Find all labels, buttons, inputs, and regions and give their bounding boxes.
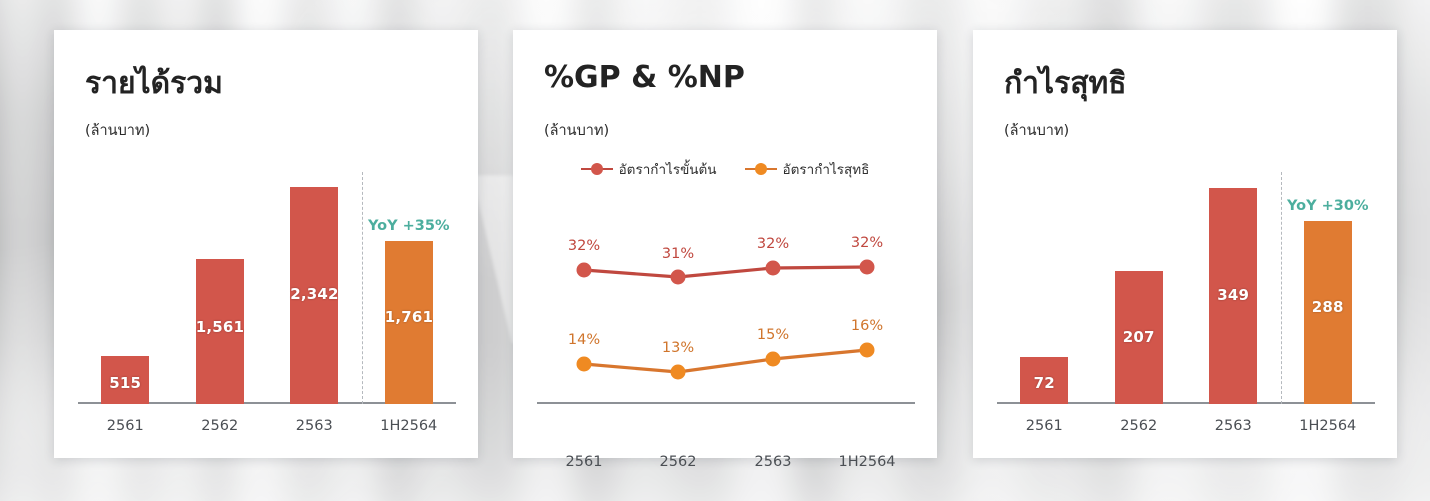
x-tick-label: 1H2564 [838, 454, 896, 470]
chart-legend: อัตรากำไรขั้นต้น อัตรากำไรสุทธิ [513, 158, 937, 180]
data-label-gross: 32% [756, 236, 790, 252]
x-tick-label: 2561 [565, 454, 603, 470]
bar-chart-revenue: 515 2561 1,561 2562 2,342 2563 1,761 YoY… [78, 158, 456, 440]
x-tick-label: 1H2564 [1299, 418, 1357, 434]
card-margins: %GP & %NP (ล้านบาท) อัตรากำไรขั้นต้น อัต… [513, 30, 937, 470]
x-axis-line [997, 402, 1375, 404]
bar-value-label: 2,342 [290, 285, 339, 303]
bar-value-label: 349 [1217, 286, 1250, 304]
card-revenue: รายได้รวม (ล้านบาท) 515 2561 1,561 2562 … [54, 30, 478, 458]
bar-value-label: 515 [109, 374, 142, 392]
bar-slot: 288 YoY +30% 1H2564 [1281, 172, 1376, 434]
card-unit-margins: (ล้านบาท) [544, 123, 610, 139]
card-unit-revenue: (ล้านบาท) [85, 123, 151, 139]
point-gross-2562 [670, 269, 686, 285]
card-title-margins: %GP & %NP [544, 60, 745, 95]
bar-value-label: 1,761 [384, 308, 434, 326]
bar-1h2564[interactable]: 1,761 [384, 241, 434, 404]
x-tick-label: 2561 [106, 418, 144, 434]
card-title-net-profit: กำไรสุทธิ [1004, 66, 1127, 101]
card-title-revenue: รายได้รวม [85, 66, 223, 101]
legend-marker-icon [581, 163, 613, 175]
point-gross-2561 [576, 262, 592, 278]
legend-item-gross-margin[interactable]: อัตรากำไรขั้นต้น [581, 158, 717, 180]
legend-item-net-margin[interactable]: อัตรากำไรสุทธิ [745, 158, 870, 180]
data-label-gross: 32% [567, 238, 601, 254]
card-net-profit: กำไรสุทธิ (ล้านบาท) 72 2561 207 2562 349… [973, 30, 1397, 458]
bar-value-label: 288 [1311, 298, 1344, 316]
point-net-2563 [765, 351, 781, 367]
bar-2563[interactable]: 2,342 [290, 187, 339, 404]
data-label-net: 16% [850, 318, 884, 334]
line-chart-margins: 32% 31% 32% 32% 14% 13% 15% 16% 2561 256… [537, 198, 915, 470]
data-label-net: 15% [756, 327, 790, 343]
bar-slot: 1,561 2562 [173, 172, 268, 434]
bar-chart-net-profit: 72 2561 207 2562 349 2563 288 YoY +30% 1… [997, 158, 1375, 440]
bar-2561[interactable]: 515 [101, 356, 150, 404]
x-tick-label: 2563 [295, 418, 333, 434]
line-gross-margin [582, 265, 869, 279]
bar-slot: 207 2562 [1092, 172, 1187, 434]
bar-2561[interactable]: 72 [1020, 357, 1069, 404]
x-axis-line [78, 402, 456, 404]
bar-slot: 1,761 YoY +35% 1H2564 [362, 172, 457, 434]
bar-slot: 2,342 2563 [267, 172, 362, 434]
point-gross-1h2564 [859, 259, 875, 275]
x-tick-label: 1H2564 [380, 418, 438, 434]
point-net-2561 [576, 356, 592, 372]
bar-slot: 72 2561 [997, 172, 1092, 434]
x-tick-label: 2562 [1120, 418, 1158, 434]
point-net-1h2564 [859, 342, 875, 358]
bar-2563[interactable]: 349 [1209, 188, 1258, 404]
bar-value-label: 207 [1122, 328, 1155, 346]
bar-value-label: 1,561 [195, 318, 245, 336]
x-tick-label: 2562 [201, 418, 239, 434]
period-divider-dashed [1280, 172, 1282, 404]
x-tick-label: 2563 [754, 454, 792, 470]
legend-label: อัตรากำไรขั้นต้น [618, 162, 717, 178]
yoy-badge-revenue: YoY +35% [367, 218, 450, 234]
bar-slot: 349 2563 [1186, 172, 1281, 434]
data-label-gross: 32% [850, 235, 884, 251]
bar-slot: 515 2561 [78, 172, 173, 434]
bar-2562[interactable]: 207 [1114, 271, 1163, 404]
line-series-svg [576, 259, 875, 380]
legend-label: อัตรากำไรสุทธิ [782, 162, 870, 178]
bar-1h2564[interactable]: 288 [1303, 221, 1352, 404]
yoy-badge-net-profit: YoY +30% [1286, 198, 1369, 214]
period-divider-dashed [361, 172, 363, 404]
card-unit-net-profit: (ล้านบาท) [1004, 123, 1070, 139]
line-net-margin [582, 348, 869, 374]
x-axis-line [537, 402, 915, 404]
x-tick-label: 2562 [659, 454, 697, 470]
data-label-net: 14% [567, 332, 601, 348]
legend-marker-icon [745, 163, 777, 175]
point-net-2562 [670, 364, 686, 380]
bar-2562[interactable]: 1,561 [195, 259, 245, 404]
point-gross-2563 [765, 260, 781, 276]
data-label-gross: 31% [661, 246, 695, 262]
data-label-net: 13% [661, 340, 695, 356]
x-tick-label: 2563 [1214, 418, 1252, 434]
x-tick-label: 2561 [1025, 418, 1063, 434]
bar-value-label: 72 [1033, 374, 1055, 392]
